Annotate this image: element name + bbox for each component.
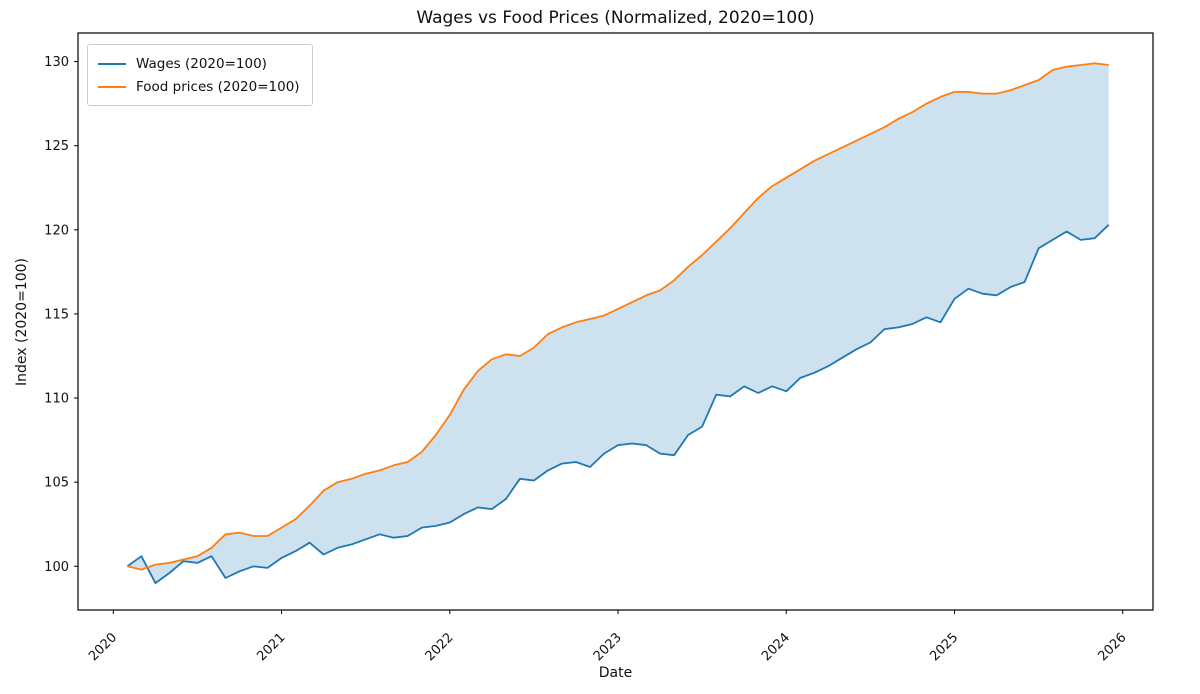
x-tick-label: 2020	[86, 630, 120, 664]
y-tick-label: 105	[44, 476, 69, 491]
x-tick-label: 2023	[591, 630, 625, 664]
x-tick-label: 2022	[423, 630, 457, 664]
wages-line	[126, 224, 1110, 584]
legend-label-wages: Wages (2020=100)	[136, 55, 267, 72]
x-tick-label: 2026	[1096, 630, 1130, 664]
chart-title: Wages vs Food Prices (Normalized, 2020=1…	[416, 8, 815, 28]
wages-line-swatch	[98, 62, 126, 65]
y-tick-label: 110	[44, 392, 69, 407]
y-tick-label: 115	[44, 307, 69, 322]
x-axis-label: Date	[598, 665, 633, 681]
x-tick-label: 2025	[927, 630, 961, 664]
food-line-swatch	[98, 85, 126, 88]
x-tick-label: 2021	[254, 630, 288, 664]
y-tick-label: 100	[44, 560, 69, 575]
x-tick-label: 2024	[759, 630, 793, 664]
y-tick-label: 120	[44, 223, 69, 238]
legend-label-food: Food prices (2020=100)	[136, 78, 300, 95]
food-prices-line	[127, 62, 1109, 571]
y-axis-label: Index (2020=100)	[14, 258, 30, 386]
axes-frame	[77, 32, 1154, 611]
legend-entry-food: Food prices (2020=100)	[98, 75, 300, 98]
legend-entry-wages: Wages (2020=100)	[98, 52, 300, 75]
legend: Wages (2020=100) Food prices (2020=100)	[87, 44, 313, 106]
fill-between-area	[127, 63, 1109, 584]
y-tick-label: 125	[44, 139, 69, 154]
y-tick-label: 130	[44, 55, 69, 70]
